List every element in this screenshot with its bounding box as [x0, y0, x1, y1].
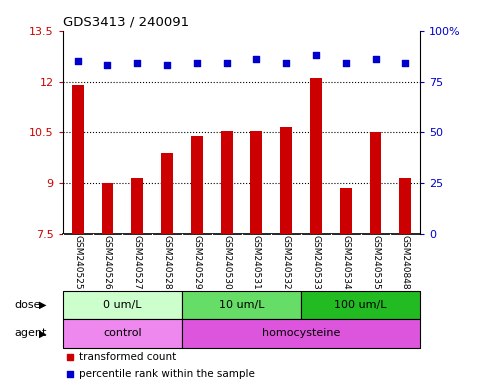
Text: GSM240848: GSM240848 [401, 235, 410, 290]
Text: GSM240531: GSM240531 [252, 235, 261, 290]
Bar [340, 188, 352, 234]
Bar [182, 291, 301, 319]
Point [193, 60, 201, 66]
Text: GSM240529: GSM240529 [192, 235, 201, 290]
Text: agent: agent [14, 328, 47, 338]
Text: 0 um/L: 0 um/L [103, 300, 142, 310]
Bar [63, 291, 182, 319]
Text: GSM240528: GSM240528 [163, 235, 171, 290]
Point [303, 154, 311, 160]
Point [104, 62, 112, 68]
Point [163, 62, 171, 68]
Point [401, 60, 409, 66]
Bar [369, 132, 382, 234]
Text: percentile rank within the sample: percentile rank within the sample [79, 369, 255, 379]
Bar [301, 291, 420, 319]
Text: dose: dose [14, 300, 41, 310]
Point [253, 56, 260, 62]
Bar [399, 178, 412, 234]
Text: GSM240534: GSM240534 [341, 235, 350, 290]
Bar [63, 319, 182, 348]
Text: ▶: ▶ [39, 300, 46, 310]
Text: GDS3413 / 240091: GDS3413 / 240091 [63, 15, 189, 28]
Text: GSM240532: GSM240532 [282, 235, 291, 290]
Point [74, 58, 82, 64]
Point [223, 60, 230, 66]
Bar [191, 136, 203, 234]
Text: 10 um/L: 10 um/L [219, 300, 264, 310]
Bar [131, 178, 143, 234]
Point [342, 60, 350, 66]
Text: homocysteine: homocysteine [262, 328, 340, 338]
Bar [161, 152, 173, 234]
Text: GSM240527: GSM240527 [133, 235, 142, 290]
Bar [221, 131, 233, 234]
Point [282, 60, 290, 66]
Bar [310, 78, 322, 234]
Point [312, 52, 320, 58]
Bar [182, 319, 420, 348]
Text: GSM240535: GSM240535 [371, 235, 380, 290]
Text: GSM240533: GSM240533 [312, 235, 320, 290]
Text: transformed count: transformed count [79, 353, 176, 362]
Text: ▶: ▶ [39, 328, 46, 338]
Text: 100 um/L: 100 um/L [334, 300, 387, 310]
Text: control: control [103, 328, 142, 338]
Point [372, 56, 380, 62]
Bar [280, 127, 292, 234]
Text: GSM240525: GSM240525 [73, 235, 82, 290]
Point [133, 60, 141, 66]
Bar [72, 85, 84, 234]
Text: GSM240530: GSM240530 [222, 235, 231, 290]
Bar [251, 131, 262, 234]
Bar [101, 183, 114, 234]
Point [303, 302, 311, 308]
Text: GSM240526: GSM240526 [103, 235, 112, 290]
